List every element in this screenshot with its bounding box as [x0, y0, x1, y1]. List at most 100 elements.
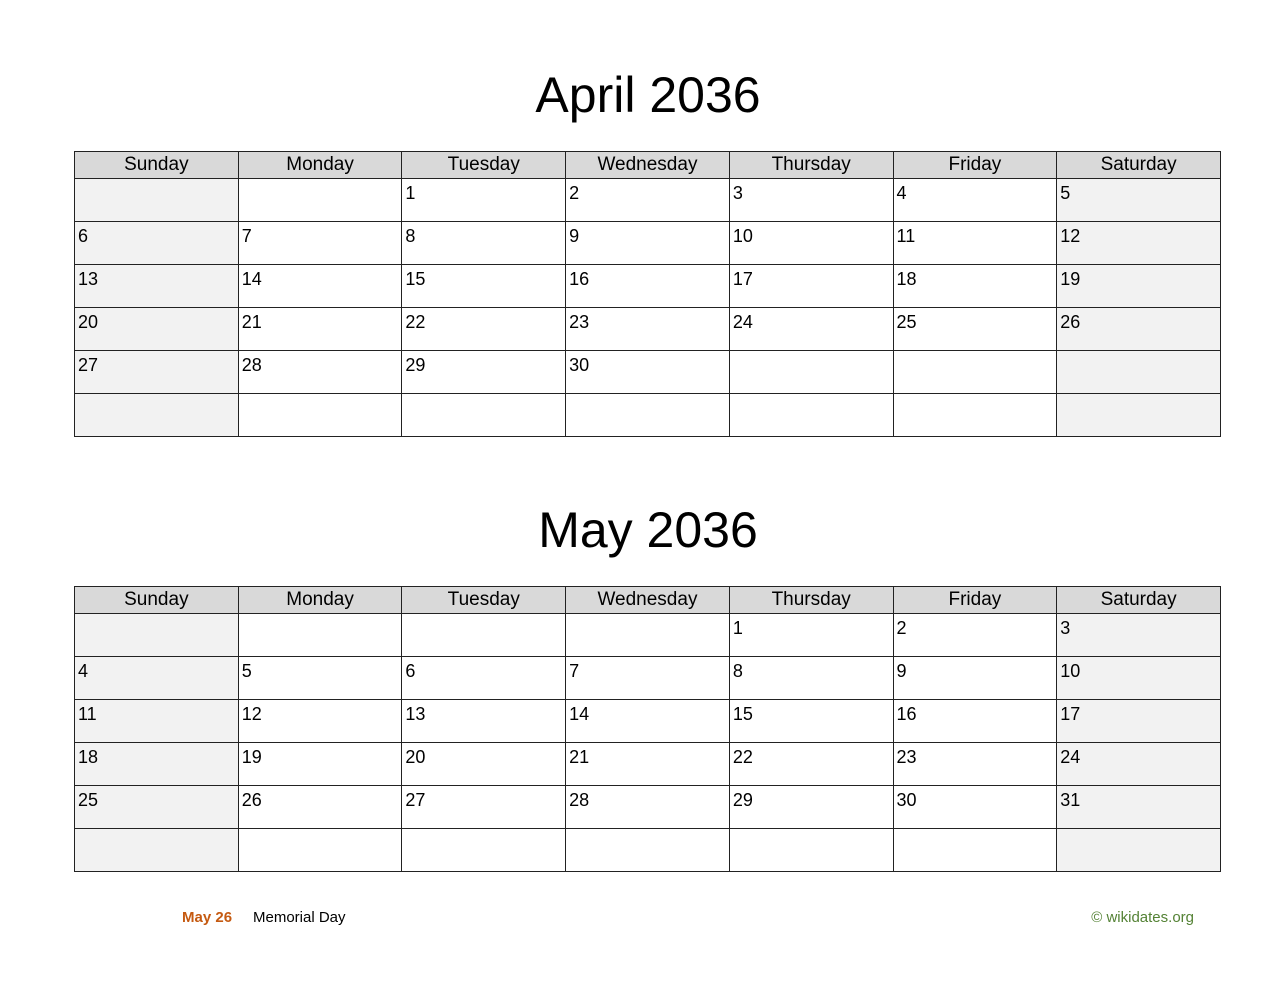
- day-cell: 5: [237, 656, 403, 700]
- day-cell: [565, 393, 730, 437]
- weekday-header: Tuesday: [401, 586, 567, 614]
- day-cell: 19: [237, 742, 403, 786]
- day-cell: 3: [1056, 613, 1221, 657]
- day-cell: 20: [401, 742, 567, 786]
- weekday-header: Friday: [892, 586, 1058, 614]
- day-cell: 29: [401, 350, 567, 394]
- day-cell: [1056, 350, 1221, 394]
- day-cell: [74, 613, 239, 657]
- day-cell: 2: [565, 178, 730, 222]
- day-cell: 5: [1056, 178, 1221, 222]
- day-cell: 3: [728, 178, 894, 222]
- week-row: 25 26 27 28 29 30 31: [74, 785, 1221, 829]
- weekday-header: Tuesday: [401, 151, 567, 179]
- day-cell: 13: [74, 264, 239, 308]
- day-cell: 14: [565, 699, 730, 743]
- day-cell: [237, 393, 403, 437]
- weekday-header: Sunday: [74, 586, 239, 614]
- month-title-april: April 2036: [535, 67, 761, 123]
- day-cell: 26: [1056, 307, 1221, 351]
- day-cell: 6: [74, 221, 239, 265]
- day-cell: 25: [892, 307, 1058, 351]
- day-cell: 16: [892, 699, 1058, 743]
- day-cell: 10: [728, 221, 894, 265]
- day-cell: [565, 613, 730, 657]
- weekday-header-row: Sunday Monday Tuesday Wednesday Thursday Frid…: [74, 586, 1221, 614]
- day-cell: [237, 613, 403, 657]
- weekday-header: Saturday: [1056, 586, 1221, 614]
- day-cell: 20: [74, 307, 239, 351]
- day-cell: 7: [565, 656, 730, 700]
- day-cell: 8: [728, 656, 894, 700]
- week-row: 18 19 20 21 22 23 24: [74, 742, 1221, 786]
- week-row: [74, 393, 1221, 437]
- day-cell: [892, 393, 1058, 437]
- day-cell: [892, 828, 1058, 872]
- week-row: 11 12 13 14 15 16 17: [74, 699, 1221, 743]
- day-cell: 31: [1056, 785, 1221, 829]
- weekday-header: Monday: [237, 586, 403, 614]
- day-cell: 23: [565, 307, 730, 351]
- day-cell: 16: [565, 264, 730, 308]
- day-cell: [237, 828, 403, 872]
- day-cell: 22: [728, 742, 894, 786]
- day-cell: 30: [565, 350, 730, 394]
- day-cell: 21: [237, 307, 403, 351]
- day-cell: 1: [401, 178, 567, 222]
- day-cell: 19: [1056, 264, 1221, 308]
- month-title-may: May 2036: [538, 502, 758, 558]
- day-cell: 21: [565, 742, 730, 786]
- day-cell: [74, 178, 239, 222]
- weekday-header: Wednesday: [565, 586, 730, 614]
- day-cell: 14: [237, 264, 403, 308]
- week-row: 6 7 8 9 10 11 12: [74, 221, 1221, 265]
- day-cell: 24: [728, 307, 894, 351]
- day-cell: [1056, 828, 1221, 872]
- day-cell: 1: [728, 613, 894, 657]
- day-cell: 12: [237, 699, 403, 743]
- day-cell: 18: [892, 264, 1058, 308]
- weekday-header: Friday: [892, 151, 1058, 179]
- day-cell: 27: [74, 350, 239, 394]
- day-cell: 17: [728, 264, 894, 308]
- day-cell: [237, 178, 403, 222]
- day-cell: [74, 828, 239, 872]
- week-row: 13 14 15 16 17 18 19: [74, 264, 1221, 308]
- weekday-header-row: Sunday Monday Tuesday Wednesday Thursday Frid…: [74, 151, 1221, 179]
- week-row: [74, 828, 1221, 872]
- day-cell: 17: [1056, 699, 1221, 743]
- day-cell: 22: [401, 307, 567, 351]
- weekday-header: Thursday: [728, 586, 894, 614]
- day-cell: 2: [892, 613, 1058, 657]
- weekday-header: Saturday: [1056, 151, 1221, 179]
- day-cell: 11: [892, 221, 1058, 265]
- day-cell: [1056, 393, 1221, 437]
- day-cell: [892, 350, 1058, 394]
- credit-link[interactable]: © wikidates.org: [1091, 909, 1194, 926]
- day-cell: 18: [74, 742, 239, 786]
- weekday-header: Monday: [237, 151, 403, 179]
- day-cell: 24: [1056, 742, 1221, 786]
- day-cell: 28: [237, 350, 403, 394]
- holiday-name: Memorial Day: [253, 909, 346, 926]
- weekday-header: Sunday: [74, 151, 239, 179]
- day-cell: 25: [74, 785, 239, 829]
- calendar-april: Sunday Monday Tuesday Wednesday Thursday Frid…: [74, 151, 1221, 437]
- day-cell: [565, 828, 730, 872]
- day-cell: 26: [237, 785, 403, 829]
- weekday-header: Wednesday: [565, 151, 730, 179]
- week-row: 20 21 22 23 24 25 26: [74, 307, 1221, 351]
- day-cell: [401, 393, 567, 437]
- day-cell: 27: [401, 785, 567, 829]
- week-row: 27 28 29 30: [74, 350, 1221, 394]
- day-cell: [728, 393, 894, 437]
- day-cell: 15: [728, 699, 894, 743]
- day-cell: 4: [892, 178, 1058, 222]
- weekday-header: Thursday: [728, 151, 894, 179]
- day-cell: 7: [237, 221, 403, 265]
- day-cell: 15: [401, 264, 567, 308]
- week-row: 4 5 6 7 8 9 10: [74, 656, 1221, 700]
- day-cell: [728, 350, 894, 394]
